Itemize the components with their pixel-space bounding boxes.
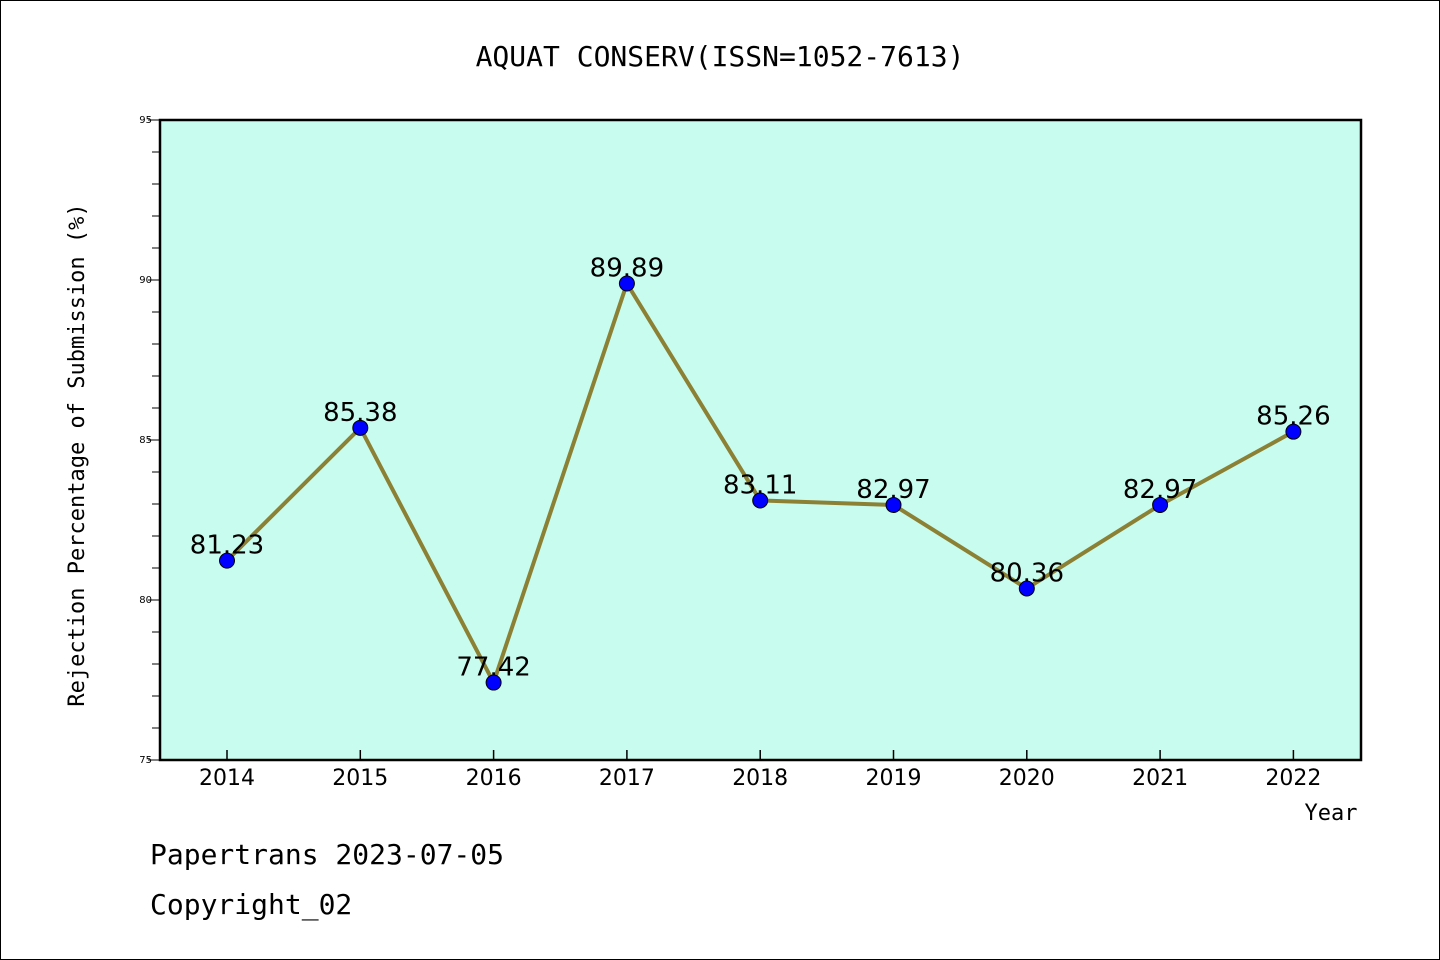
- x-tick-label: 2014: [199, 766, 255, 791]
- data-point: [485, 674, 502, 691]
- x-tick-label: 2017: [599, 766, 655, 791]
- data-label: 85.26: [1256, 402, 1330, 432]
- data-point: [1152, 496, 1169, 513]
- x-tick-label: 2019: [866, 766, 922, 791]
- data-label: 85.38: [323, 398, 397, 428]
- data-label: 77.42: [456, 653, 530, 683]
- data-point: [1285, 423, 1302, 440]
- data-point: [618, 275, 635, 292]
- data-label: 82.97: [1123, 475, 1197, 505]
- x-tick-label: 2018: [732, 766, 788, 791]
- data-labels-group: 81.23 85.38 77.42 89.89 83.11 82.97 80.36 82.97…: [190, 254, 1331, 683]
- y-tick-label: 80: [139, 595, 152, 606]
- data-point: [352, 419, 369, 436]
- data-point: [885, 496, 902, 513]
- x-tick-label: 2022: [1265, 766, 1321, 791]
- data-label: 82.97: [856, 475, 930, 505]
- series-group: [219, 275, 1302, 691]
- y-tick-label: 85: [139, 435, 152, 446]
- data-label: 80.36: [990, 558, 1064, 588]
- footer-date: Papertrans 2023-07-05: [150, 838, 504, 871]
- y-tick-label: 90: [139, 275, 152, 286]
- x-tick-label: 2021: [1132, 766, 1188, 791]
- y-axis-label: Rejection Percentage of Submission (%): [65, 203, 90, 706]
- x-tick-label: 2015: [332, 766, 388, 791]
- x-tick-label: 2020: [999, 766, 1055, 791]
- data-point: [219, 552, 235, 569]
- data-point: [1018, 580, 1035, 597]
- y-axis: 75 80 85 90 95: [139, 115, 160, 766]
- footer-copyright: Copyright_02: [150, 888, 352, 922]
- y-tick-label: 75: [139, 755, 152, 766]
- y-tick-label: 95: [139, 115, 152, 126]
- data-label: 89.89: [590, 254, 664, 284]
- x-tick-label: 2016: [466, 766, 522, 791]
- x-axis: 2014 2015 2016 2017 2018 2019 2020 2021 2022: [199, 750, 1321, 791]
- data-label: 81.23: [190, 531, 264, 561]
- data-label: 83.11: [723, 470, 797, 500]
- chart-title: AQUAT CONSERV(ISSN=1052-7613): [476, 40, 965, 73]
- plot-area: [158, 118, 1363, 762]
- x-axis-label: Year: [1305, 801, 1358, 826]
- data-point: [752, 492, 769, 509]
